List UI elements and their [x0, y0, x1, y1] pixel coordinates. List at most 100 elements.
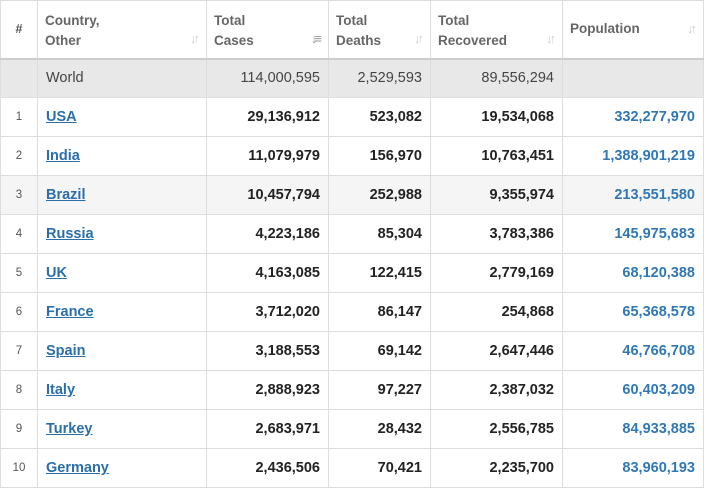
country-cell: Germany: [37, 448, 207, 488]
world-population: [562, 58, 704, 98]
sort-desc-icon[interactable]: ↓≡: [310, 30, 322, 46]
population-cell: 68,120,388: [562, 253, 704, 293]
table-row: 8 Italy 2,888,923 97,227 2,387,032 60,40…: [0, 370, 704, 410]
table-row: 5 UK 4,163,085 122,415 2,779,169 68,120,…: [0, 253, 704, 293]
country-link[interactable]: Germany: [46, 460, 109, 476]
total-cases-cell: 3,188,553: [206, 331, 329, 371]
table-row: 7 Spain 3,188,553 69,142 2,647,446 46,76…: [0, 331, 704, 371]
population-cell: 332,277,970: [562, 97, 704, 137]
header-country-line2: Other: [45, 33, 82, 48]
header-recovered-line2: Recovered: [438, 33, 508, 48]
row-index: 10: [0, 448, 38, 488]
total-cases-cell: 4,223,186: [206, 214, 329, 254]
table-row: 6 France 3,712,020 86,147 254,868 65,368…: [0, 292, 704, 332]
total-recovered-cell: 2,779,169: [430, 253, 563, 293]
header-cases-line1: Total: [214, 13, 246, 28]
total-deaths-cell: 122,415: [328, 253, 431, 293]
country-link[interactable]: Italy: [46, 382, 76, 398]
table-row: 4 Russia 4,223,186 85,304 3,783,386 145,…: [0, 214, 704, 254]
world-label: World: [37, 58, 207, 98]
total-deaths-cell: 85,304: [328, 214, 431, 254]
total-deaths-cell: 28,432: [328, 409, 431, 449]
world-total-cases: 114,000,595: [206, 58, 329, 98]
header-country-line1: Country,: [45, 13, 100, 28]
country-cell: Spain: [37, 331, 207, 371]
population-cell: 60,403,209: [562, 370, 704, 410]
header-total-recovered[interactable]: Total Recovered ↓↑: [430, 0, 563, 60]
country-cell: India: [37, 136, 207, 176]
sort-icon[interactable]: ↓↑: [546, 30, 556, 46]
total-cases-cell: 2,436,506: [206, 448, 329, 488]
total-cases-cell: 2,683,971: [206, 409, 329, 449]
country-link[interactable]: France: [46, 304, 94, 320]
total-recovered-cell: 19,534,068: [430, 97, 563, 137]
sort-icon[interactable]: ↓↑: [190, 30, 200, 46]
table-row: 1 USA 29,136,912 523,082 19,534,068 332,…: [0, 97, 704, 137]
table-row: 9 Turkey 2,683,971 28,432 2,556,785 84,9…: [0, 409, 704, 449]
sort-icon[interactable]: ↓↑: [414, 30, 424, 46]
row-index: 6: [0, 292, 38, 332]
world-total-row: World 114,000,595 2,529,593 89,556,294: [0, 58, 704, 98]
table-row: 3 Brazil 10,457,794 252,988 9,355,974 21…: [0, 175, 704, 215]
total-deaths-cell: 523,082: [328, 97, 431, 137]
country-cell: Russia: [37, 214, 207, 254]
total-deaths-cell: 156,970: [328, 136, 431, 176]
total-deaths-cell: 97,227: [328, 370, 431, 410]
total-recovered-cell: 254,868: [430, 292, 563, 332]
header-index-label: #: [15, 22, 23, 37]
world-total-deaths: 2,529,593: [328, 58, 431, 98]
header-population-label: Population: [570, 21, 640, 37]
country-link[interactable]: Russia: [46, 226, 94, 242]
row-index: 8: [0, 370, 38, 410]
total-cases-cell: 2,888,923: [206, 370, 329, 410]
country-cell: Brazil: [37, 175, 207, 215]
table-row: 2 India 11,079,979 156,970 10,763,451 1,…: [0, 136, 704, 176]
population-cell: 1,388,901,219: [562, 136, 704, 176]
header-deaths-line2: Deaths: [336, 33, 382, 48]
country-cell: USA: [37, 97, 207, 137]
total-deaths-cell: 69,142: [328, 331, 431, 371]
country-link[interactable]: USA: [46, 109, 77, 125]
total-cases-cell: 3,712,020: [206, 292, 329, 332]
world-total-recovered: 89,556,294: [430, 58, 563, 98]
population-cell: 46,766,708: [562, 331, 704, 371]
total-recovered-cell: 2,235,700: [430, 448, 563, 488]
header-total-cases[interactable]: Total Cases ↓≡: [206, 0, 329, 60]
total-recovered-cell: 2,387,032: [430, 370, 563, 410]
country-cell: France: [37, 292, 207, 332]
row-index: 4: [0, 214, 38, 254]
table-row: 10 Germany 2,436,506 70,421 2,235,700 83…: [0, 448, 704, 488]
population-cell: 145,975,683: [562, 214, 704, 254]
country-cell: Turkey: [37, 409, 207, 449]
country-link[interactable]: Brazil: [46, 187, 86, 203]
sort-icon[interactable]: ↓↑: [687, 21, 697, 37]
total-recovered-cell: 10,763,451: [430, 136, 563, 176]
row-index: 5: [0, 253, 38, 293]
country-link[interactable]: India: [46, 148, 80, 164]
population-cell: 83,960,193: [562, 448, 704, 488]
header-total-deaths[interactable]: Total Deaths ↓↑: [328, 0, 431, 60]
row-index: 3: [0, 175, 38, 215]
country-link[interactable]: Turkey: [46, 421, 93, 437]
header-index[interactable]: #: [0, 0, 38, 60]
world-index-cell: [0, 58, 38, 98]
total-cases-cell: 10,457,794: [206, 175, 329, 215]
total-deaths-cell: 70,421: [328, 448, 431, 488]
total-cases-cell: 11,079,979: [206, 136, 329, 176]
country-link[interactable]: Spain: [46, 343, 86, 359]
population-cell: 213,551,580: [562, 175, 704, 215]
country-link[interactable]: UK: [46, 265, 67, 281]
header-population[interactable]: Population ↓↑: [562, 0, 704, 60]
row-index: 1: [0, 97, 38, 137]
total-recovered-cell: 9,355,974: [430, 175, 563, 215]
total-cases-cell: 4,163,085: [206, 253, 329, 293]
row-index: 2: [0, 136, 38, 176]
row-index: 7: [0, 331, 38, 371]
row-index: 9: [0, 409, 38, 449]
header-country[interactable]: Country, Other ↓↑: [37, 0, 207, 60]
header-recovered-line1: Total: [438, 13, 470, 28]
total-recovered-cell: 3,783,386: [430, 214, 563, 254]
population-cell: 65,368,578: [562, 292, 704, 332]
country-cell: UK: [37, 253, 207, 293]
